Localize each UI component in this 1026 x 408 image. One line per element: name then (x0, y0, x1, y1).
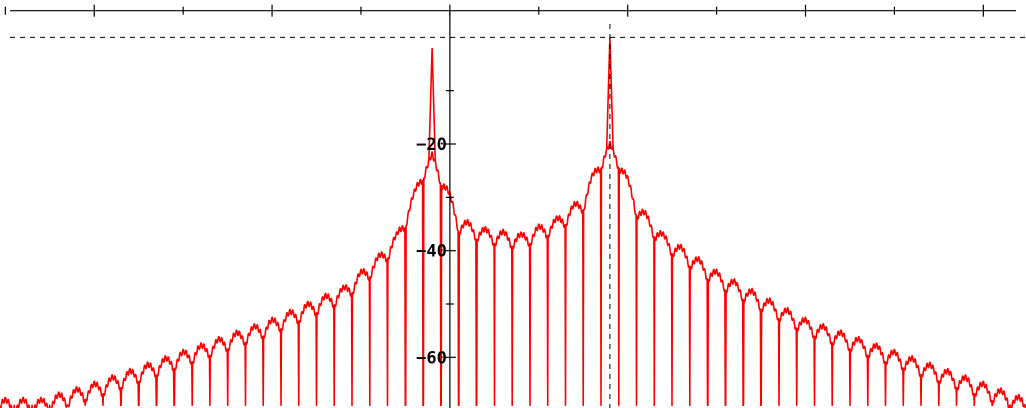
spectrum-trace (0, 140, 1026, 408)
x-tick-label: 0 (445, 0, 455, 4)
x-tick-label: 20 (791, 0, 811, 4)
spectral-peak (605, 37, 614, 148)
x-tick-label: −20 (75, 0, 106, 4)
y-tick-label: −40 (416, 242, 447, 262)
axes: −20 −10 0 10 20 30 −20 −40 −60 (4, 0, 1016, 408)
y-tick-label: −20 (416, 135, 447, 155)
spectral-peak (428, 47, 437, 161)
x-tick-label: 30 (969, 0, 989, 4)
spectrum-trace-layer (0, 37, 1026, 408)
reference-lines (10, 24, 1026, 408)
x-tick-label: −10 (253, 0, 284, 4)
x-tick-label: 10 (613, 0, 633, 4)
y-tick-label: −60 (416, 348, 447, 368)
